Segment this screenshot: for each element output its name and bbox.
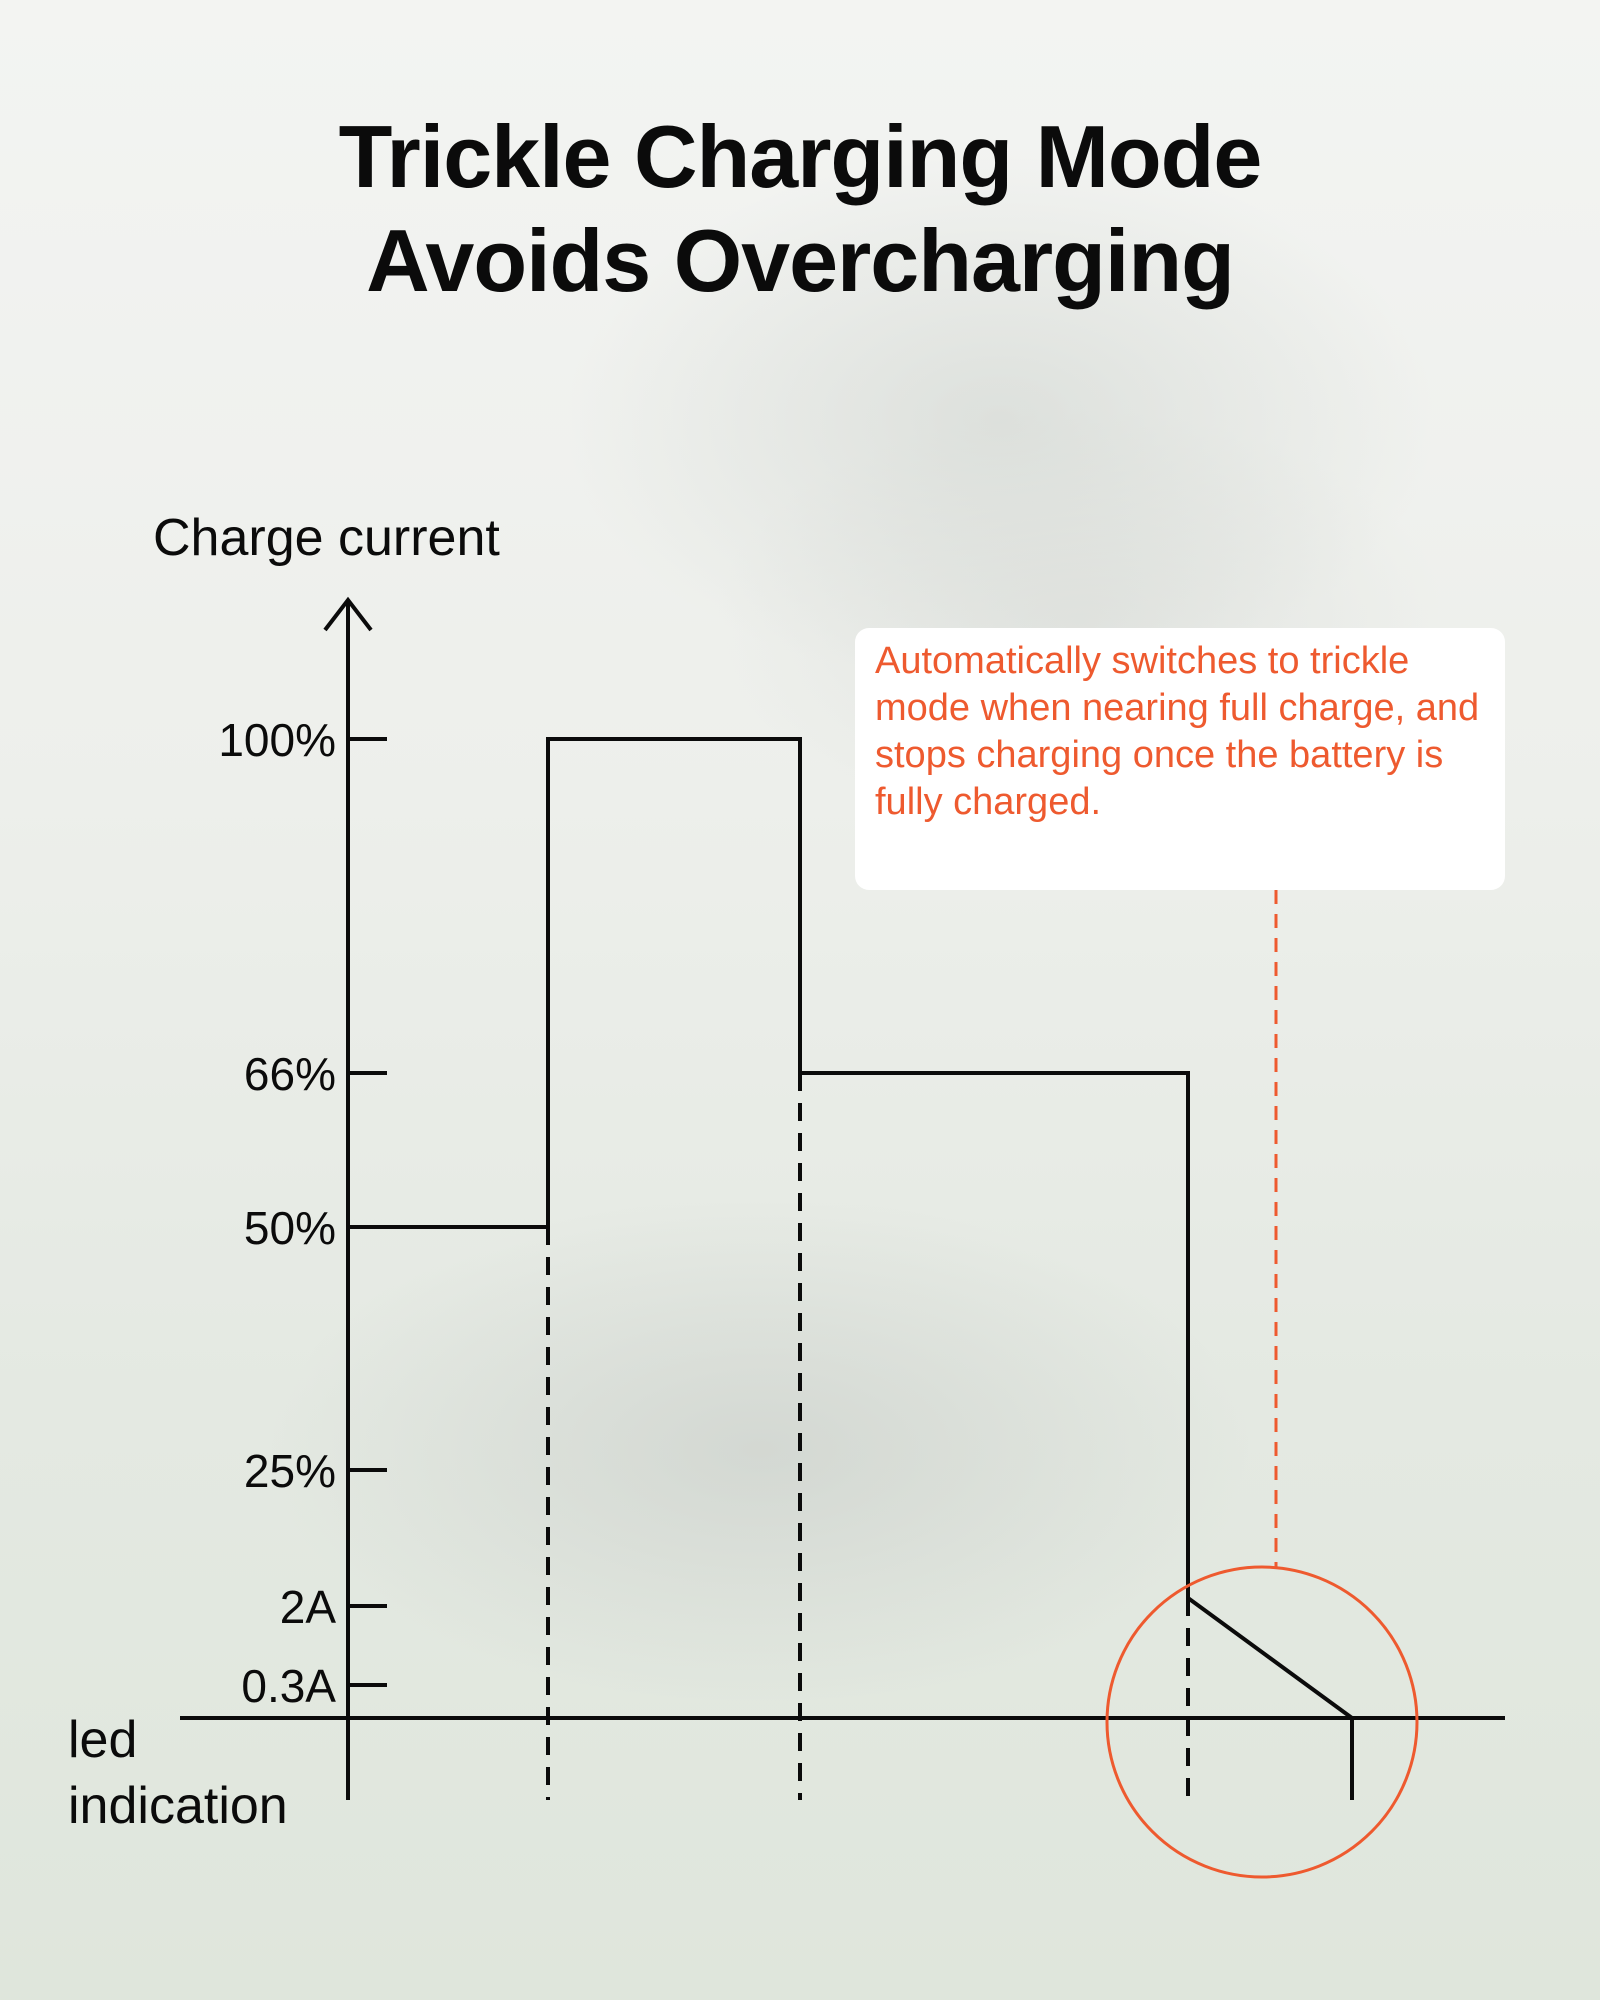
title-line-2: Avoids Overcharging xyxy=(366,211,1235,310)
x-axis-label-line-2: indication xyxy=(68,1777,288,1835)
x-axis-label-line-1: led xyxy=(68,1711,137,1769)
y-tick-label-0-3a: 0.3A xyxy=(241,1660,336,1712)
callout-box: Automatically switches to trickle mode w… xyxy=(855,628,1505,890)
y-tick-label-100: 100% xyxy=(218,714,336,766)
y-axis-arrow xyxy=(323,596,373,632)
title-line-1: Trickle Charging Mode xyxy=(338,107,1263,206)
callout-text: Automatically switches to trickle mode w… xyxy=(875,640,1480,823)
y-axis-label: Charge current xyxy=(153,509,500,567)
charge-current-line xyxy=(348,737,1354,1720)
trickle-mode-highlight-circle xyxy=(1105,1565,1419,1879)
y-tick-label-25: 25% xyxy=(244,1445,336,1497)
page-title: Trickle Charging Mode Avoids Overchargin… xyxy=(0,105,1600,313)
y-tick-label-2a: 2A xyxy=(280,1581,337,1633)
y-tick-label-50: 50% xyxy=(244,1202,336,1254)
y-tick-label-66: 66% xyxy=(244,1048,336,1100)
